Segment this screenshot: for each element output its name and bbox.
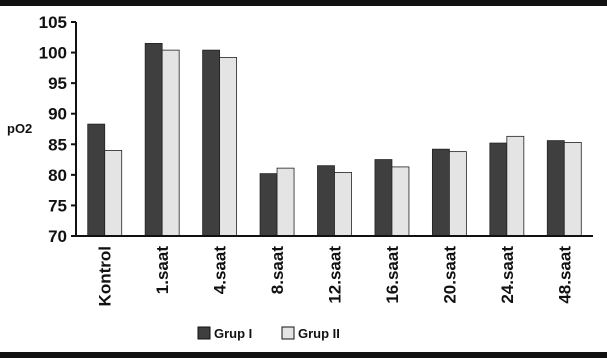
y-tick-label: 105	[39, 13, 67, 32]
y-tick-label: 85	[48, 135, 67, 154]
y-tick-label: 80	[48, 166, 67, 185]
legend-swatch-grup-ii	[281, 326, 295, 340]
bar-grup-i-4	[317, 165, 335, 237]
bar-grup-ii-1	[161, 49, 180, 237]
bar-grup-i-8	[546, 140, 565, 237]
bar-grup-ii-7	[506, 135, 525, 237]
x-category-label: 24.saat	[498, 246, 517, 304]
legend-swatch-grup-i	[197, 326, 211, 340]
x-category-label: 4.saat	[211, 246, 230, 295]
x-category-label: 48.saat	[555, 246, 574, 304]
bar-grup-ii-8	[563, 142, 582, 237]
x-category-label: Kontrol	[96, 246, 115, 306]
top-border	[0, 0, 607, 6]
y-tick-label: 95	[48, 74, 67, 93]
x-category-label: 16.saat	[383, 246, 402, 304]
x-category-label: 12.saat	[326, 246, 345, 304]
bar-grup-ii-3	[276, 167, 295, 237]
y-axis-label: pO2	[7, 121, 32, 136]
bar-grup-i-7	[489, 142, 508, 237]
bar-grup-i-1	[144, 43, 163, 237]
bar-grup-i-3	[259, 173, 278, 237]
legend-label-grup-i: Grup I	[214, 326, 252, 341]
legend: Grup I Grup II	[197, 326, 340, 341]
bar-grup-ii-5	[391, 166, 410, 237]
bar-grup-ii-2	[219, 57, 238, 237]
bar-grup-i-5	[374, 159, 393, 237]
y-ticks-group: 70 75 80 85 90 95 100 105	[39, 13, 76, 246]
bar-grup-ii-0	[104, 149, 123, 237]
bar-grup-ii-6	[448, 151, 467, 237]
x-category-label: 8.saat	[268, 246, 287, 295]
legend-label-grup-ii: Grup II	[298, 326, 340, 341]
x-category-label: 1.saat	[153, 246, 172, 295]
bars-group	[87, 43, 582, 237]
bar-grup-i-6	[431, 148, 450, 237]
bar-grup-i-0	[87, 123, 106, 237]
bar-grup-ii-4	[334, 172, 352, 237]
x-category-label: 20.saat	[440, 246, 459, 304]
bottom-border	[0, 352, 607, 358]
bar-grup-i-2	[202, 49, 221, 237]
y-tick-label: 90	[48, 105, 67, 124]
y-tick-label: 70	[48, 227, 67, 246]
x-labels-group: Kontrol 1.saat 4.saat 8.saat 12.saat 16.saat 2…	[96, 246, 575, 307]
y-tick-label: 75	[48, 196, 67, 215]
y-tick-label: 100	[39, 44, 67, 63]
